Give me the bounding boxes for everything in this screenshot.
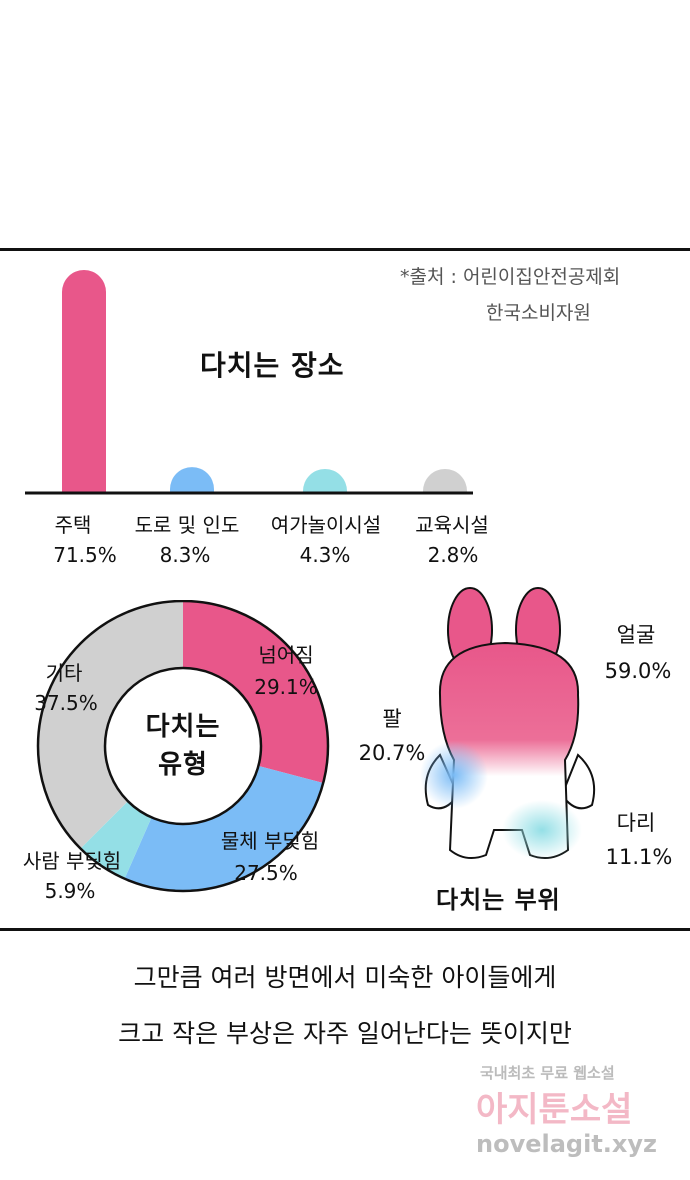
bar-1 — [62, 270, 106, 493]
donut-category-label: 물체 부딪힘 — [220, 829, 320, 853]
watermark-logo: 아지툰소설 — [476, 1090, 633, 1130]
body-category-label: 팔 — [382, 707, 402, 731]
donut-value-label: 29.1% — [254, 675, 318, 699]
bar-4 — [423, 469, 467, 493]
bar-chart — [25, 270, 473, 495]
bar-category-label: 여가놀이시설 — [270, 513, 382, 537]
donut-category-label: 기타 — [45, 661, 83, 685]
bar-category-label: 주택 — [54, 513, 92, 537]
body-figure-title: 다치는 부위 — [436, 886, 561, 914]
bar-value-label: 8.3% — [159, 543, 211, 567]
rabbit-figure — [420, 587, 596, 860]
donut-category-label: 넘어짐 — [258, 643, 314, 667]
panel-bottom-border — [0, 928, 690, 931]
source-line-2: 한국소비자원 — [486, 302, 591, 324]
donut-value-label: 27.5% — [234, 861, 298, 885]
bar-value-label: 2.8% — [427, 543, 479, 567]
body-category-label: 다리 — [616, 811, 656, 835]
caption-line-1: 그만큼 여러 방면에서 미숙한 아이들에게 — [133, 963, 557, 992]
donut-chart — [36, 600, 330, 893]
donut-title: 다치는 유형 — [123, 708, 243, 784]
donut-category-label: 사람 부딪힘 — [22, 849, 122, 873]
body-value-label: 59.0% — [604, 659, 672, 683]
body-value-label: 20.7% — [358, 741, 426, 765]
bar-2 — [170, 467, 214, 493]
bar-value-label: 71.5% — [53, 543, 117, 567]
bar-chart-title: 다치는 장소 — [200, 349, 345, 382]
bar-category-label: 교육시설 — [415, 513, 489, 537]
leg-highlight — [502, 800, 582, 860]
arm-highlight — [420, 741, 488, 809]
donut-value-label: 37.5% — [34, 691, 98, 715]
donut-title-line-1: 다치는 — [145, 712, 221, 742]
bar-3 — [303, 469, 347, 493]
panel-top-border — [0, 248, 690, 251]
source-line-1: *출처 : 어린이집안전공제회 — [400, 266, 621, 288]
donut-center — [103, 666, 263, 826]
body-value-label: 11.1% — [605, 845, 673, 869]
watermark-line-1: 국내최초 무료 웹소설 — [480, 1064, 615, 1082]
body-category-label: 얼굴 — [616, 623, 656, 647]
donut-value-label: 5.9% — [44, 879, 96, 903]
bar-category-label: 도로 및 인도 — [134, 513, 240, 537]
watermark-url: novelagit.xyz — [476, 1130, 658, 1158]
donut-outer-ring — [36, 600, 330, 893]
bar-value-label: 4.3% — [299, 543, 351, 567]
caption-line-2: 크고 작은 부상은 자주 일어난다는 뜻이지만 — [118, 1019, 572, 1048]
donut-title-line-2: 유형 — [158, 750, 208, 780]
